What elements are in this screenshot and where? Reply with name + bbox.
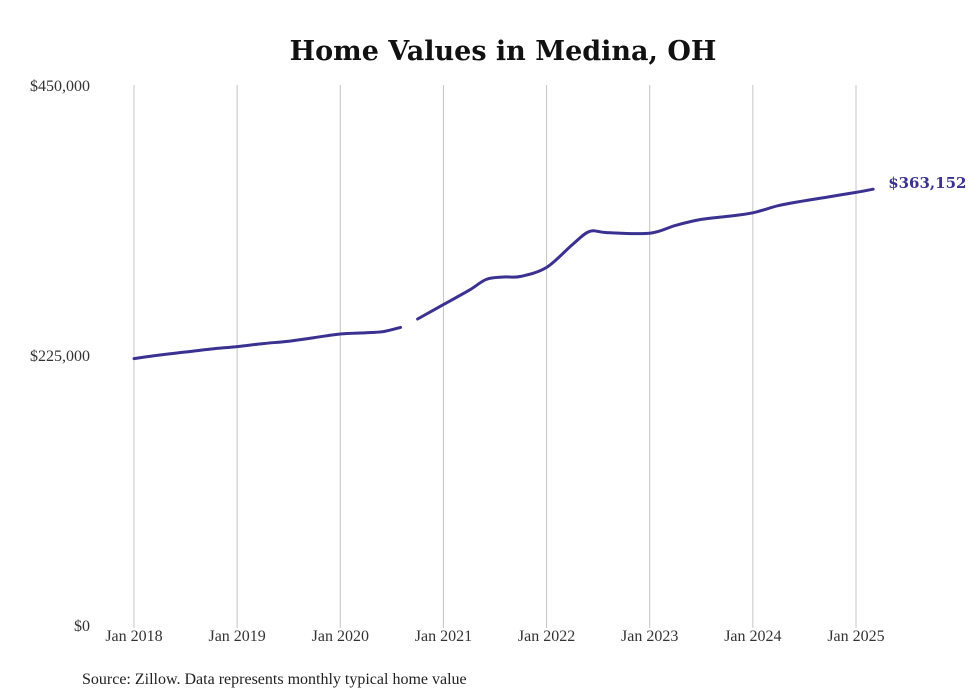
x-tick-label: Jan 2023 [621,628,678,645]
x-tick-label: Jan 2022 [518,628,575,645]
chart-title: Home Values in Medina, OH [290,36,717,67]
series-lines [132,187,875,361]
y-tick-label: $0 [74,618,90,635]
x-tick-label: Jan 2018 [105,628,162,645]
x-tick-label: Jan 2021 [415,628,472,645]
x-tick-label: Jan 2019 [208,628,265,645]
home-value-line-segment-1 [132,325,402,361]
x-axis-tick-labels: Jan 2018 Jan 2019 Jan 2020 Jan 2021 Jan 2022… [105,628,884,645]
x-tick-label: Jan 2024 [724,628,781,645]
y-axis-tick-labels: $0 $225,000 $450,000 [30,78,90,635]
y-tick-label: $450,000 [30,78,90,95]
source-note: Source: Zillow. Data represents monthly … [82,671,467,688]
y-tick-label: $225,000 [30,348,90,365]
x-tick-label: Jan 2020 [312,628,369,645]
vertical-gridlines [133,85,857,628]
last-value-label: $363,152 [888,174,966,192]
home-value-line-segment-2 [416,187,875,321]
x-tick-label: Jan 2025 [827,628,884,645]
